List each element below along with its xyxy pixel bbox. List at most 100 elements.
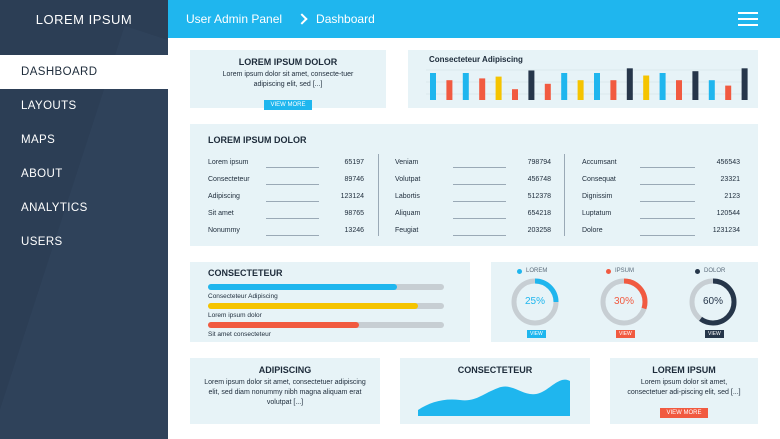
bar — [610, 80, 617, 100]
stat-value: 13246 — [344, 227, 364, 234]
progress-label: Consecteteur Adipiscing — [208, 293, 278, 300]
divider — [564, 154, 565, 236]
bar — [479, 78, 486, 100]
donut-chart — [600, 278, 648, 326]
stats-column-2: Veniam 798794 Volutpat 456748 Labortis 512378… — [395, 154, 551, 239]
donut-legend: LOREM — [517, 268, 547, 274]
stat-row: Consecteteur 89746 — [208, 171, 364, 188]
sidebar-item-layouts[interactable]: LAYOUTS — [21, 100, 77, 112]
chevron-right-icon — [296, 13, 308, 25]
divider — [266, 167, 319, 168]
stat-value: 512378 — [527, 193, 551, 200]
sidebar-item-about[interactable]: ABOUT — [21, 168, 63, 180]
breadcrumb-page: Dashboard — [316, 12, 375, 26]
stat-label: Volutpat — [395, 176, 421, 183]
stat-label: Luptatum — [582, 210, 612, 217]
stat-row: Feugiat 203258 — [395, 222, 551, 239]
bar — [741, 68, 748, 100]
stat-label: Dolore — [582, 227, 603, 234]
stat-label: Adipiscing — [208, 193, 240, 200]
lorem-ipsum-title: LOREM IPSUM — [652, 365, 716, 375]
area-series — [418, 379, 570, 416]
stat-value: 123124 — [340, 193, 364, 200]
sidebar-item-maps[interactable]: MAPS — [21, 134, 56, 146]
view-button[interactable]: VIEW — [705, 330, 724, 338]
brand-title: LOREM IPSUM — [35, 11, 133, 27]
stat-label: Lorem ipsum — [208, 159, 249, 166]
divider — [640, 201, 695, 202]
stat-row: Accumsant 456543 — [582, 154, 740, 171]
stat-row: Veniam 798794 — [395, 154, 551, 171]
bar-chart — [426, 68, 748, 100]
area-chart-card: CONSECTETEUR — [400, 358, 590, 424]
view-more-button[interactable]: VIEW MORE — [660, 408, 708, 418]
stat-row: Sit amet 98765 — [208, 205, 364, 222]
divider — [453, 235, 506, 236]
stat-value: 456543 — [716, 159, 740, 166]
progress-bar — [208, 284, 444, 290]
bar-chart-card: Consecteteur Adipiscing — [408, 50, 758, 108]
area-chart — [418, 379, 570, 416]
sidebar-item-users[interactable]: USERS — [21, 236, 63, 248]
stat-row: Nonummy 13246 — [208, 222, 364, 239]
progress-label: Lorem ipsum dolor — [208, 312, 262, 319]
stats-card: LOREM IPSUM DOLOR Lorem ipsum 65197 Consec… — [190, 124, 758, 246]
stat-value: 1231234 — [712, 227, 740, 234]
stats-title: LOREM IPSUM DOLOR — [208, 135, 307, 145]
bar-chart-title: Consecteteur Adipiscing — [429, 55, 523, 64]
view-button[interactable]: VIEW — [616, 330, 635, 338]
progress-title: CONSECTETEUR — [208, 268, 283, 278]
stat-label: Dignissim — [582, 193, 613, 200]
breadcrumb-app[interactable]: User Admin Panel — [186, 12, 283, 26]
donut-percent: 30% — [613, 296, 634, 307]
divider — [640, 184, 695, 185]
view-button[interactable]: VIEW — [527, 330, 546, 338]
sidebar: LOREM IPSUM DASHBOARD LAYOUTS MAPS ABOUT… — [0, 0, 168, 439]
stats-column-1: Lorem ipsum 65197 Consecteteur 89746 Adipisc… — [208, 154, 364, 239]
stat-value: 654218 — [527, 210, 551, 217]
progress-bar — [208, 303, 444, 309]
adipiscing-card: ADIPISCING Lorem ipsum dolor sit amet, c… — [190, 358, 380, 424]
donut-label: LOREM — [526, 268, 548, 274]
adipiscing-text: Lorem ipsum dolor sit amet, consectetuer… — [204, 379, 366, 406]
lorem-ipsum-card: LOREM IPSUM Lorem ipsum dolor sit amet, … — [610, 358, 758, 424]
bar — [643, 75, 650, 100]
donut-arc — [511, 278, 559, 326]
sidebar-item-analytics[interactable]: ANALYTICS — [21, 202, 88, 214]
divider — [266, 201, 319, 202]
bar — [512, 89, 518, 100]
view-more-button[interactable]: VIEW MORE — [264, 100, 312, 110]
legend-dot — [695, 268, 700, 274]
stat-row: Luptatum 120544 — [582, 205, 740, 222]
stat-row: Aliquam 654218 — [395, 205, 551, 222]
donut-percent: 25% — [524, 296, 545, 307]
stats-column-3: Accumsant 456543 Consequat 23321 Dignissim 21… — [582, 154, 740, 239]
stat-label: Consecteteur — [208, 176, 250, 183]
stat-value: 23321 — [720, 176, 740, 183]
donut-legend: IPSUM — [606, 268, 634, 274]
stat-label: Sit amet — [208, 210, 234, 217]
stat-value: 456748 — [527, 176, 551, 183]
intro-text: Lorem ipsum dolor sit amet, consecte-tue… — [222, 71, 354, 88]
progress-label: Sit amet consecteteur — [208, 331, 271, 338]
bar — [577, 80, 584, 100]
divider — [640, 218, 695, 219]
bar — [561, 73, 568, 100]
progress-fill — [208, 303, 419, 309]
hamburger-menu-icon[interactable] — [738, 12, 758, 26]
stat-value: 65197 — [344, 159, 364, 166]
bar — [692, 71, 699, 100]
adipiscing-title: ADIPISCING — [258, 365, 312, 375]
donut-label: DOLOR — [704, 268, 726, 274]
divider — [453, 201, 506, 202]
divider — [266, 184, 319, 185]
bar — [659, 73, 666, 100]
sidebar-item-dashboard[interactable]: DASHBOARD — [0, 55, 168, 89]
bar — [528, 70, 535, 100]
sidebar-nav: DASHBOARD LAYOUTS MAPS ABOUT ANALYTICS U… — [0, 55, 168, 259]
bar — [462, 73, 469, 100]
divider — [640, 235, 695, 236]
stat-value: 89746 — [344, 176, 364, 183]
stat-value: 2123 — [724, 193, 740, 200]
stat-row: Labortis 512378 — [395, 188, 551, 205]
